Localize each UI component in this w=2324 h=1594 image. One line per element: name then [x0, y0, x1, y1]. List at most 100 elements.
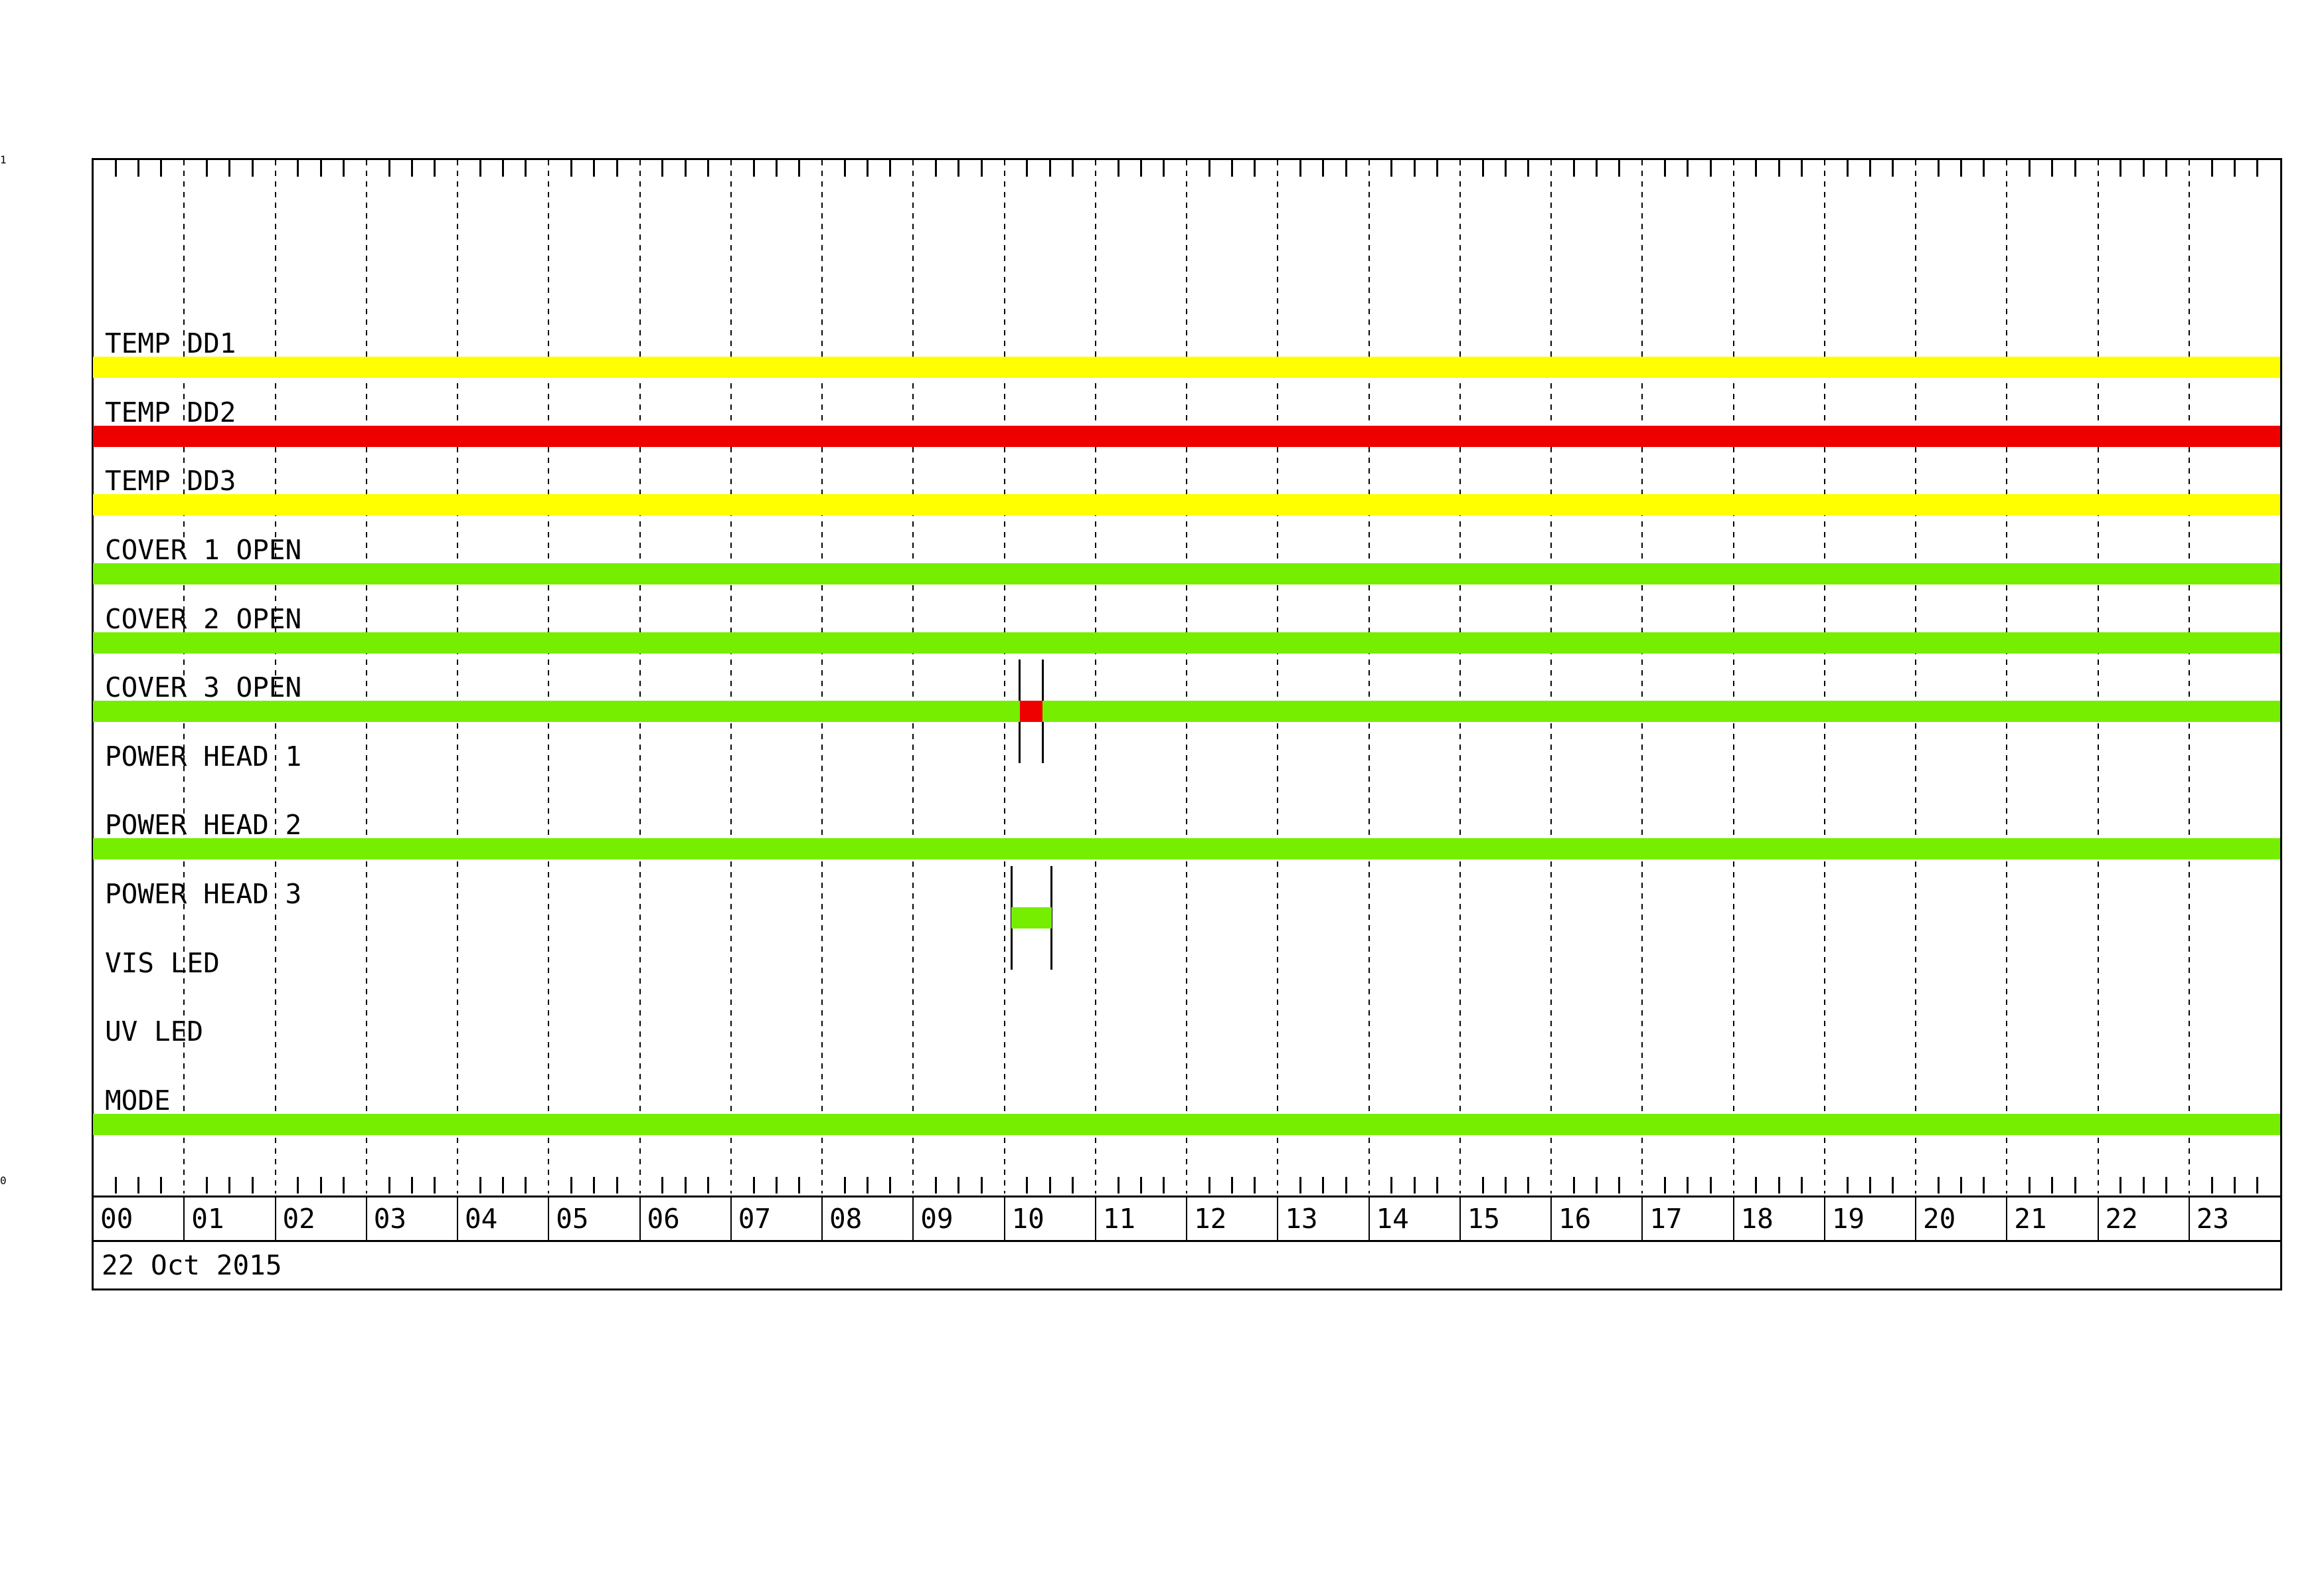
- quarter-tick-top: [1254, 160, 1256, 177]
- hour-cell-divider: [2097, 1197, 2099, 1240]
- hour-cell-divider: [1641, 1197, 1643, 1240]
- quarter-tick-top: [2029, 160, 2031, 177]
- quarter-tick-top: [1960, 160, 1963, 177]
- quarter-tick-bottom: [1026, 1177, 1029, 1194]
- row-label: TEMP DD1: [105, 327, 236, 359]
- quarter-tick-bottom: [2256, 1177, 2259, 1194]
- hour-gridline: [1732, 160, 1734, 1194]
- quarter-tick-bottom: [2233, 1177, 2236, 1194]
- quarter-tick-bottom: [114, 1177, 117, 1194]
- quarter-tick-bottom: [935, 1177, 938, 1194]
- hour-label: 00: [100, 1203, 133, 1235]
- quarter-tick-bottom: [1846, 1177, 1849, 1194]
- quarter-tick-top: [661, 160, 664, 177]
- hour-gridline: [1277, 160, 1279, 1194]
- quarter-tick-bottom: [1892, 1177, 1894, 1194]
- quarter-tick-bottom: [228, 1177, 231, 1194]
- quarter-tick-bottom: [1868, 1177, 1871, 1194]
- quarter-tick-top: [684, 160, 687, 177]
- quarter-tick-top: [1755, 160, 1758, 177]
- hour-cell-divider: [730, 1197, 732, 1240]
- quarter-tick-top: [137, 160, 140, 177]
- quarter-tick-top: [1436, 160, 1438, 177]
- quarter-tick-top: [935, 160, 938, 177]
- quarter-tick-bottom: [388, 1177, 390, 1194]
- quarter-tick-bottom: [1983, 1177, 1985, 1194]
- quarter-tick-bottom: [706, 1177, 709, 1194]
- quarter-tick-top: [1709, 160, 1712, 177]
- row-label: VIS LED: [105, 947, 220, 979]
- quarter-tick-top: [410, 160, 413, 177]
- quarter-tick-bottom: [798, 1177, 801, 1194]
- quarter-tick-top: [1413, 160, 1416, 177]
- hour-label: 05: [556, 1203, 589, 1235]
- quarter-tick-top: [114, 160, 117, 177]
- quarter-tick-bottom: [1481, 1177, 1484, 1194]
- hour-label: 21: [2014, 1203, 2047, 1235]
- hour-gridline: [912, 160, 914, 1194]
- quarter-tick-top: [1868, 160, 1871, 177]
- hour-cell-divider: [2188, 1197, 2190, 1240]
- hour-cell-divider: [1732, 1197, 1734, 1240]
- hour-gridline: [1368, 160, 1370, 1194]
- timeline-bar: [93, 1114, 2280, 1135]
- quarter-tick-top: [889, 160, 892, 177]
- quarter-tick-top: [1778, 160, 1780, 177]
- quarter-tick-bottom: [1390, 1177, 1393, 1194]
- quarter-tick-top: [775, 160, 778, 177]
- y-axis-label-1: 1: [0, 153, 7, 166]
- hour-gridline: [1094, 160, 1096, 1194]
- quarter-tick-top: [1504, 160, 1507, 177]
- hour-cell-divider: [1823, 1197, 1825, 1240]
- hour-cell-divider: [1459, 1197, 1461, 1240]
- hour-cell-divider: [1915, 1197, 1916, 1240]
- quarter-tick-bottom: [1163, 1177, 1165, 1194]
- quarter-tick-bottom: [1709, 1177, 1712, 1194]
- quarter-tick-top: [1687, 160, 1689, 177]
- hour-gridline: [1003, 160, 1005, 1194]
- quarter-tick-top: [1892, 160, 1894, 177]
- quarter-tick-top: [706, 160, 709, 177]
- quarter-tick-top: [1937, 160, 1940, 177]
- quarter-tick-bottom: [1117, 1177, 1120, 1194]
- quarter-tick-bottom: [2074, 1177, 2076, 1194]
- quarter-tick-bottom: [1254, 1177, 1256, 1194]
- quarter-tick-bottom: [1572, 1177, 1575, 1194]
- hour-cell-divider: [548, 1197, 550, 1240]
- hour-gridline: [457, 160, 458, 1194]
- hour-gridline: [2188, 160, 2190, 1194]
- quarter-tick-bottom: [342, 1177, 345, 1194]
- date-band: [92, 1240, 2282, 1290]
- quarter-tick-bottom: [2142, 1177, 2145, 1194]
- quarter-tick-bottom: [1618, 1177, 1621, 1194]
- quarter-tick-top: [479, 160, 481, 177]
- quarter-tick-bottom: [1299, 1177, 1302, 1194]
- quarter-tick-bottom: [593, 1177, 596, 1194]
- quarter-tick-top: [1596, 160, 1598, 177]
- timeline-bar: [93, 838, 2280, 859]
- quarter-tick-top: [957, 160, 960, 177]
- hour-gridline: [365, 160, 367, 1194]
- quarter-tick-bottom: [1436, 1177, 1438, 1194]
- hour-gridline: [548, 160, 550, 1194]
- quarter-tick-top: [388, 160, 390, 177]
- hour-cell-divider: [365, 1197, 367, 1240]
- quarter-tick-bottom: [160, 1177, 163, 1194]
- hour-label: 12: [1194, 1203, 1227, 1235]
- quarter-tick-bottom: [2165, 1177, 2167, 1194]
- quarter-tick-top: [843, 160, 846, 177]
- quarter-tick-top: [206, 160, 208, 177]
- timeline-bar: [93, 632, 2280, 654]
- quarter-tick-top: [1231, 160, 1234, 177]
- hour-label: 11: [1102, 1203, 1136, 1235]
- quarter-tick-top: [1208, 160, 1210, 177]
- hour-gridline: [1915, 160, 1916, 1194]
- hour-gridline: [2006, 160, 2008, 1194]
- quarter-tick-bottom: [752, 1177, 755, 1194]
- quarter-tick-bottom: [616, 1177, 618, 1194]
- quarter-tick-bottom: [1413, 1177, 1416, 1194]
- quarter-tick-bottom: [2210, 1177, 2213, 1194]
- quarter-tick-top: [2256, 160, 2259, 177]
- quarter-tick-bottom: [502, 1177, 505, 1194]
- hour-gridline: [730, 160, 732, 1194]
